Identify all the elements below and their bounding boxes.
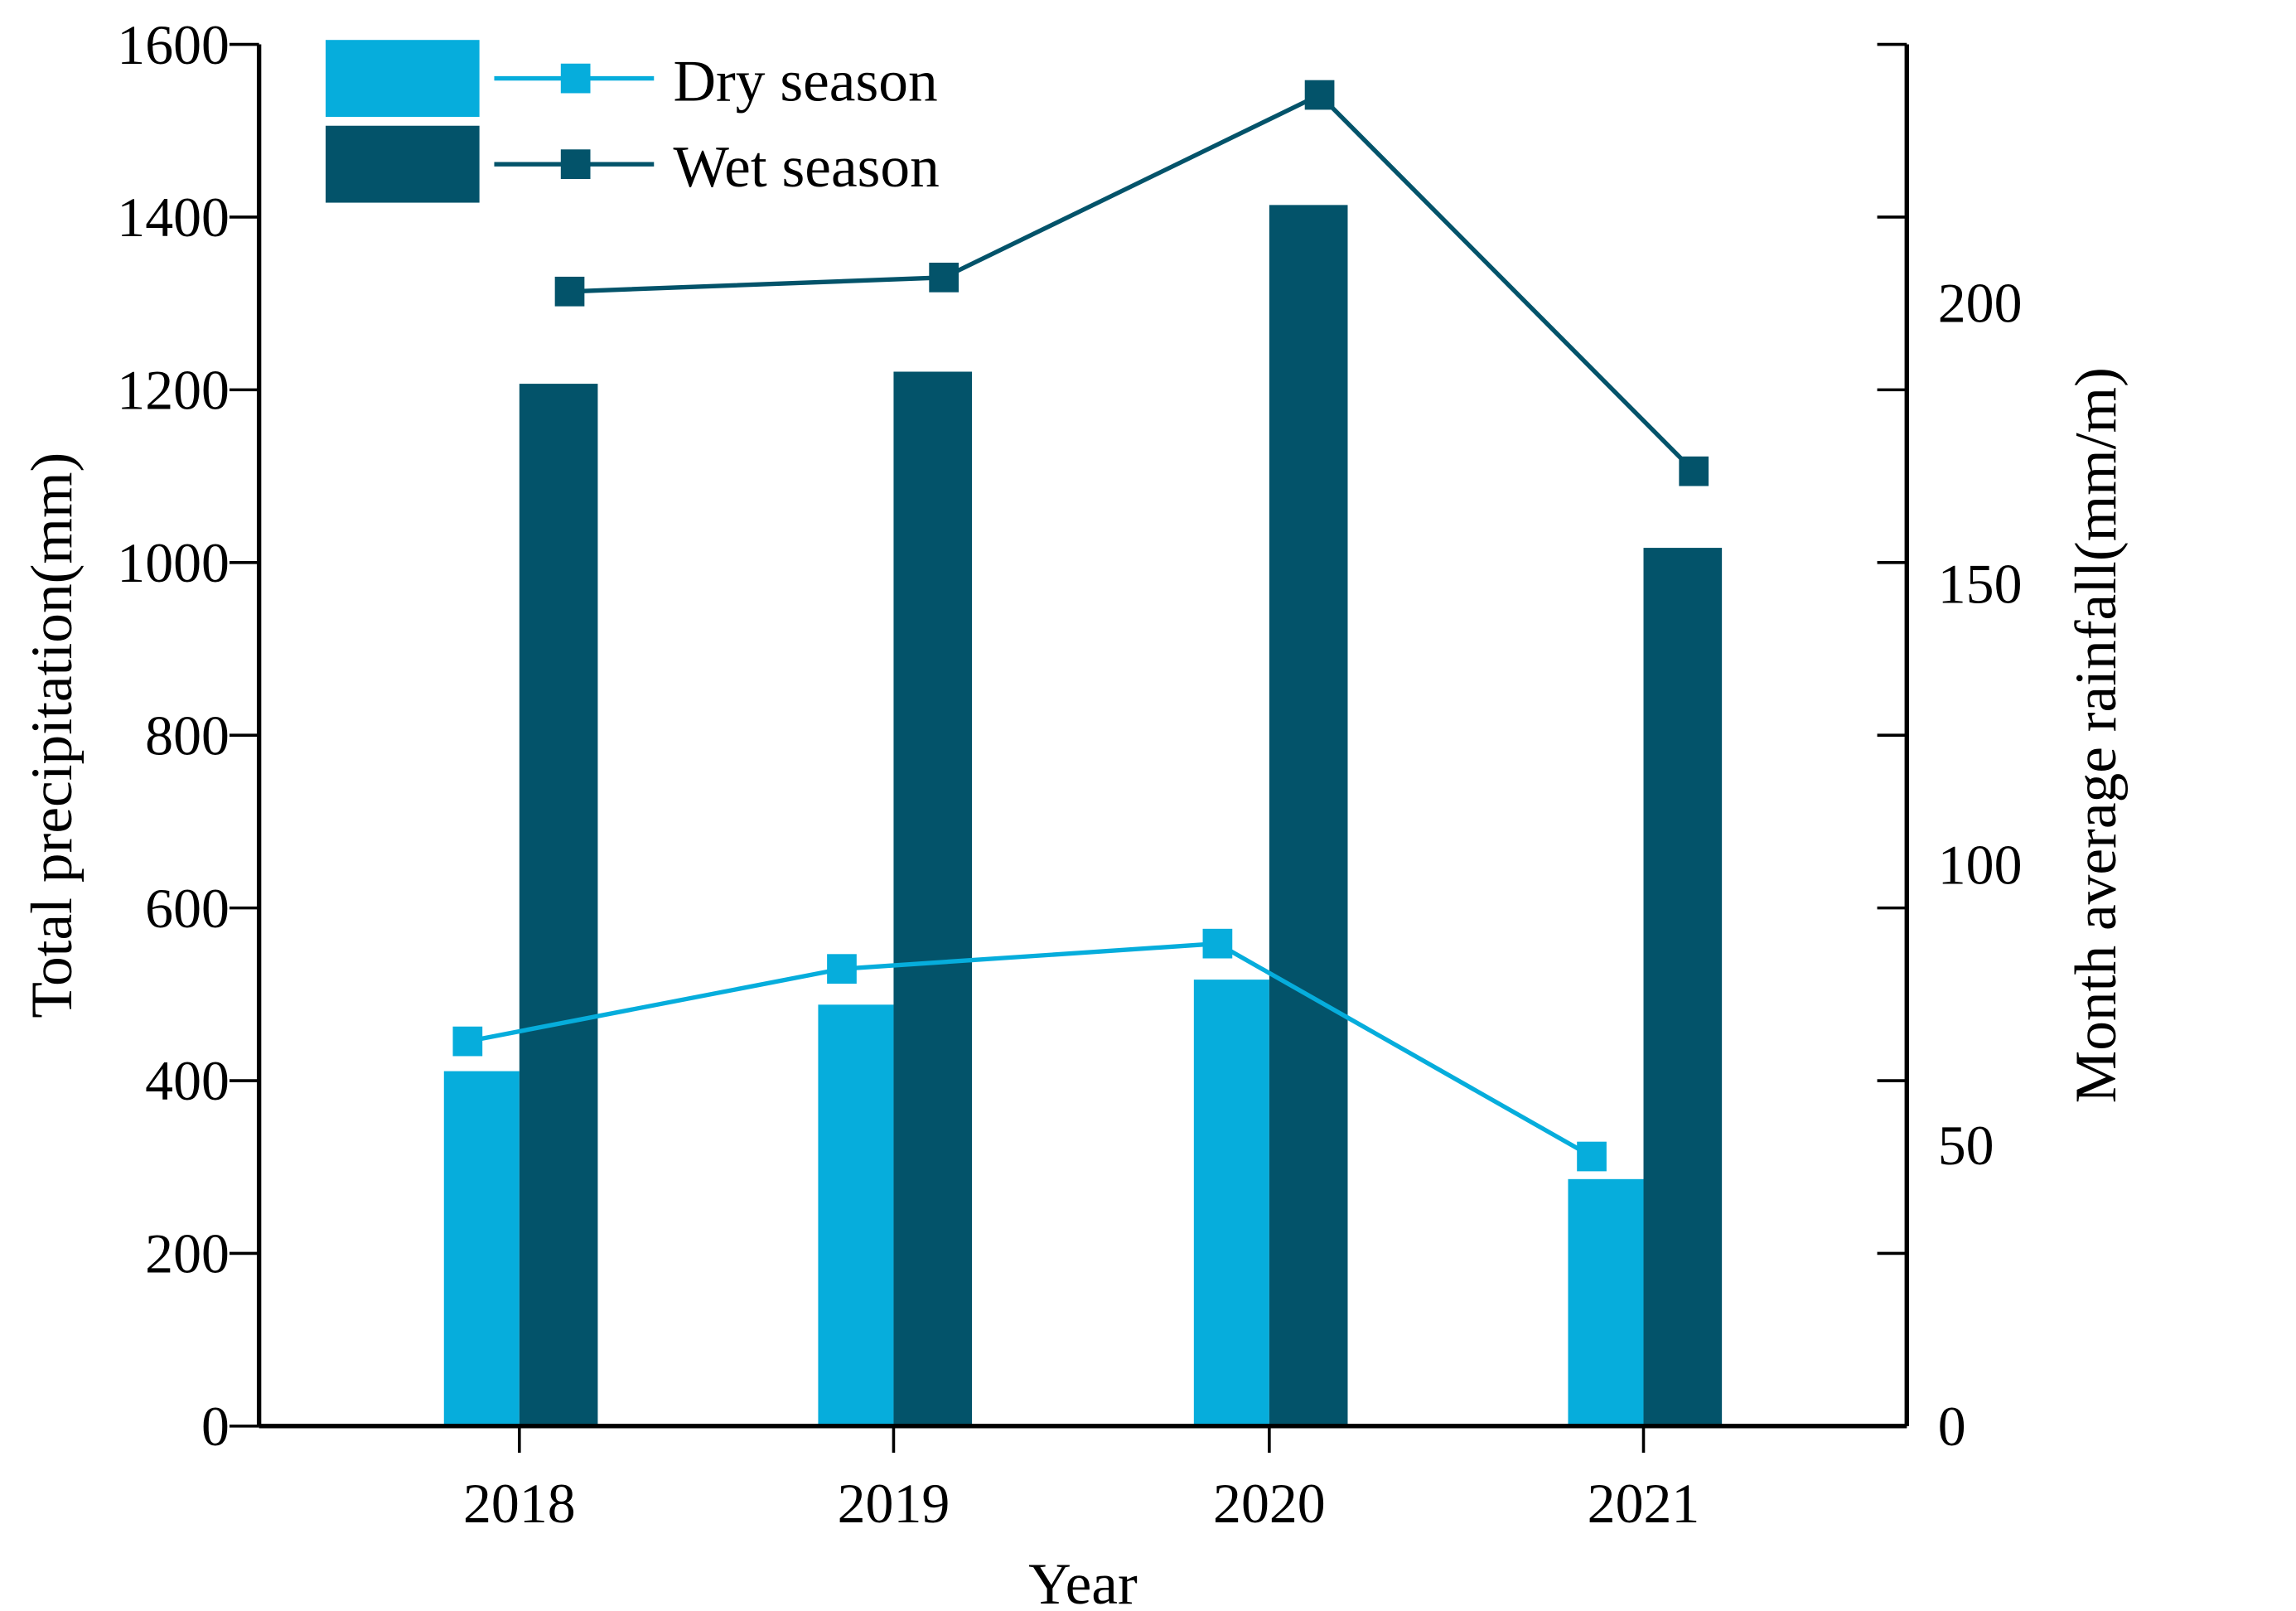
bar-wet-2019 [893, 371, 973, 1426]
x-tick-label: 2021 [1588, 1473, 1700, 1535]
marker-dry-2021 [1577, 1141, 1607, 1172]
marker-dry-2019 [827, 954, 857, 984]
line-dry [466, 941, 1593, 1159]
y2-tick-label: 100 [1938, 834, 2023, 896]
legend-label-0: Dry season [673, 48, 937, 114]
bar-dry-2019 [818, 1004, 894, 1426]
legend-marker-0 [560, 63, 591, 94]
legend-marker-1 [560, 149, 591, 179]
bar-dry-2021 [1568, 1178, 1644, 1426]
y-tick-label: 400 [145, 1050, 230, 1112]
axes-layer: 0 200 400 600 800 1000 1200 1400 1600 0 50 100 150 20… [117, 14, 2022, 1535]
x-tick-label: 2020 [1213, 1473, 1326, 1535]
bars-layer [443, 205, 1723, 1426]
marker-wet-2019 [929, 262, 959, 293]
marker-wet-2018 [554, 276, 585, 307]
lines-layer [452, 80, 1709, 1172]
y2-tick-label: 200 [1938, 273, 2023, 335]
y-tick-label: 1600 [117, 14, 230, 76]
marker-dry-2020 [1202, 928, 1233, 959]
bar-dry-2018 [443, 1071, 520, 1426]
y2-tick-label: 0 [1938, 1396, 1966, 1458]
legend-swatch-0 [325, 40, 480, 118]
y-tick-label: 1400 [117, 186, 230, 249]
marker-dry-2018 [452, 1026, 483, 1057]
x-tick-label: 2018 [463, 1473, 576, 1535]
bar-wet-2021 [1643, 548, 1723, 1426]
y-tick-label: 0 [201, 1396, 230, 1458]
x-tick-label: 2019 [838, 1473, 950, 1535]
bar-dry-2020 [1193, 980, 1269, 1426]
y-tick-label: 800 [145, 704, 230, 767]
y2-tick-label: 50 [1938, 1115, 1994, 1177]
legend-label-1: Wet season [673, 134, 939, 200]
legend-swatch-1 [325, 125, 480, 203]
legend: Dry season Wet season [325, 40, 940, 203]
y-tick-label: 1000 [117, 532, 230, 594]
marker-wet-2021 [1679, 456, 1709, 486]
bar-wet-2020 [1269, 205, 1348, 1426]
y2-axis-label: Month average rainfall(mm/m) [2063, 367, 2129, 1103]
y-tick-label: 200 [145, 1223, 230, 1285]
x-axis-label: Year [1028, 1551, 1138, 1611]
y-axis-label: Total precipitation(mm) [19, 452, 85, 1018]
y-tick-label: 1200 [117, 360, 230, 422]
y-tick-label: 600 [145, 878, 230, 940]
bar-wet-2018 [519, 384, 598, 1426]
y2-tick-label: 150 [1938, 553, 2023, 615]
marker-wet-2020 [1304, 80, 1335, 110]
line-wet [569, 92, 1696, 473]
